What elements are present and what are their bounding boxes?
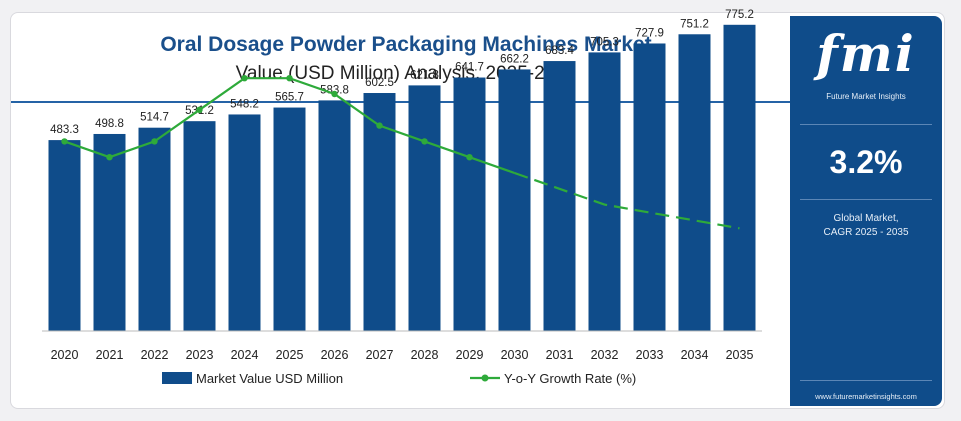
website-link[interactable]: www.futuremarketinsights.com — [815, 392, 917, 401]
bar-2024 — [228, 114, 261, 331]
bar-2035 — [723, 24, 756, 332]
bar-value-label: 548.2 — [230, 98, 259, 110]
growth-point — [421, 138, 428, 145]
growth-point — [106, 154, 113, 161]
x-tick-label: 2025 — [276, 348, 304, 362]
logo-subtitle: Future Market Insights — [826, 92, 906, 101]
sidebar-divider-mid — [800, 199, 932, 200]
x-tick-label: 2021 — [96, 348, 124, 362]
chart-title: Oral Dosage Powder Packaging Machines Ma… — [160, 33, 652, 56]
title-separator — [11, 101, 798, 103]
bar-2022 — [138, 127, 171, 331]
bar-value-label: 683.4 — [545, 45, 574, 57]
growth-point — [241, 75, 248, 82]
bar-value-label: 514.7 — [140, 112, 169, 124]
growth-point — [376, 122, 383, 129]
x-tick-label: 2032 — [591, 348, 619, 362]
growth-point — [286, 75, 293, 82]
x-tick-label: 2035 — [726, 348, 754, 362]
cagr-label-line-2: CAGR 2025 - 2035 — [823, 227, 909, 238]
growth-point — [331, 90, 338, 98]
bar-2028 — [408, 85, 441, 331]
growth-point — [61, 138, 68, 145]
info-sidebar: fmi Future Market Insights 3.2% Global M… — [790, 16, 942, 406]
chart-subtitle: Value (USD Million) Analysis, 2025-2035 — [235, 63, 577, 84]
bar-value-label: 565.7 — [275, 92, 304, 104]
legend-swatch-point — [481, 374, 489, 382]
bar-2034 — [678, 34, 711, 331]
bar-2020 — [48, 140, 81, 331]
legend-label-bars: Market Value USD Million — [196, 371, 343, 386]
x-tick-label: 2029 — [456, 348, 484, 362]
x-tick-label: 2024 — [231, 348, 259, 362]
cagr-value: 3.2% — [829, 144, 903, 180]
growth-point — [151, 138, 158, 145]
cagr-label: Global Market, CAGR 2025 - 2035 — [790, 212, 942, 240]
bar-2030 — [498, 69, 531, 331]
bar-value-label: 662.2 — [500, 53, 529, 65]
bar-value-label: 602.5 — [365, 77, 394, 89]
bar-value-label: 483.3 — [50, 124, 79, 136]
bar-value-label: 621.8 — [410, 69, 439, 81]
bar-2032 — [588, 52, 621, 332]
sidebar-divider-top — [800, 124, 932, 125]
bar-value-label: 705.3 — [590, 36, 619, 48]
bar-2031 — [543, 61, 576, 331]
bar-2023 — [183, 121, 216, 332]
bar-2033 — [633, 43, 666, 332]
bar-value-label: 641.7 — [455, 62, 484, 74]
bar-2021 — [93, 133, 126, 331]
bar-value-label: 727.9 — [635, 27, 664, 39]
x-tick-label: 2031 — [546, 348, 574, 362]
bar-value-label: 775.2 — [725, 9, 754, 21]
bar-value-label: 751.2 — [680, 18, 709, 30]
x-tick-label: 2020 — [51, 348, 79, 362]
x-tick-label: 2023 — [186, 348, 214, 362]
fmi-logo: fmi — [816, 24, 916, 83]
x-tick-label: 2028 — [411, 348, 439, 362]
x-tick-label: 2026 — [321, 348, 349, 362]
x-tick-label: 2030 — [501, 348, 529, 362]
x-tick-label: 2033 — [636, 348, 664, 362]
bar-2029 — [453, 77, 486, 331]
growth-point — [466, 154, 473, 161]
bar-2026 — [318, 100, 351, 331]
legend-swatch-bars — [162, 372, 192, 384]
growth-line-forecast — [514, 171, 740, 230]
growth-point — [196, 106, 203, 114]
x-tick-label: 2027 — [366, 348, 394, 362]
x-tick-label: 2034 — [681, 348, 709, 362]
sidebar-divider-bottom — [800, 380, 932, 381]
bar-2025 — [273, 107, 306, 332]
legend-label-line: Y-o-Y Growth Rate (%) — [504, 371, 636, 386]
cagr-label-line-1: Global Market, — [833, 213, 899, 224]
x-tick-label: 2022 — [141, 348, 169, 362]
bar-line-chart: 483.32020498.82021514.72022531.22023548.… — [42, 9, 762, 386]
bar-value-label: 498.8 — [95, 118, 124, 130]
bar-value-label: 583.8 — [320, 84, 349, 96]
bar-2027 — [363, 93, 396, 331]
